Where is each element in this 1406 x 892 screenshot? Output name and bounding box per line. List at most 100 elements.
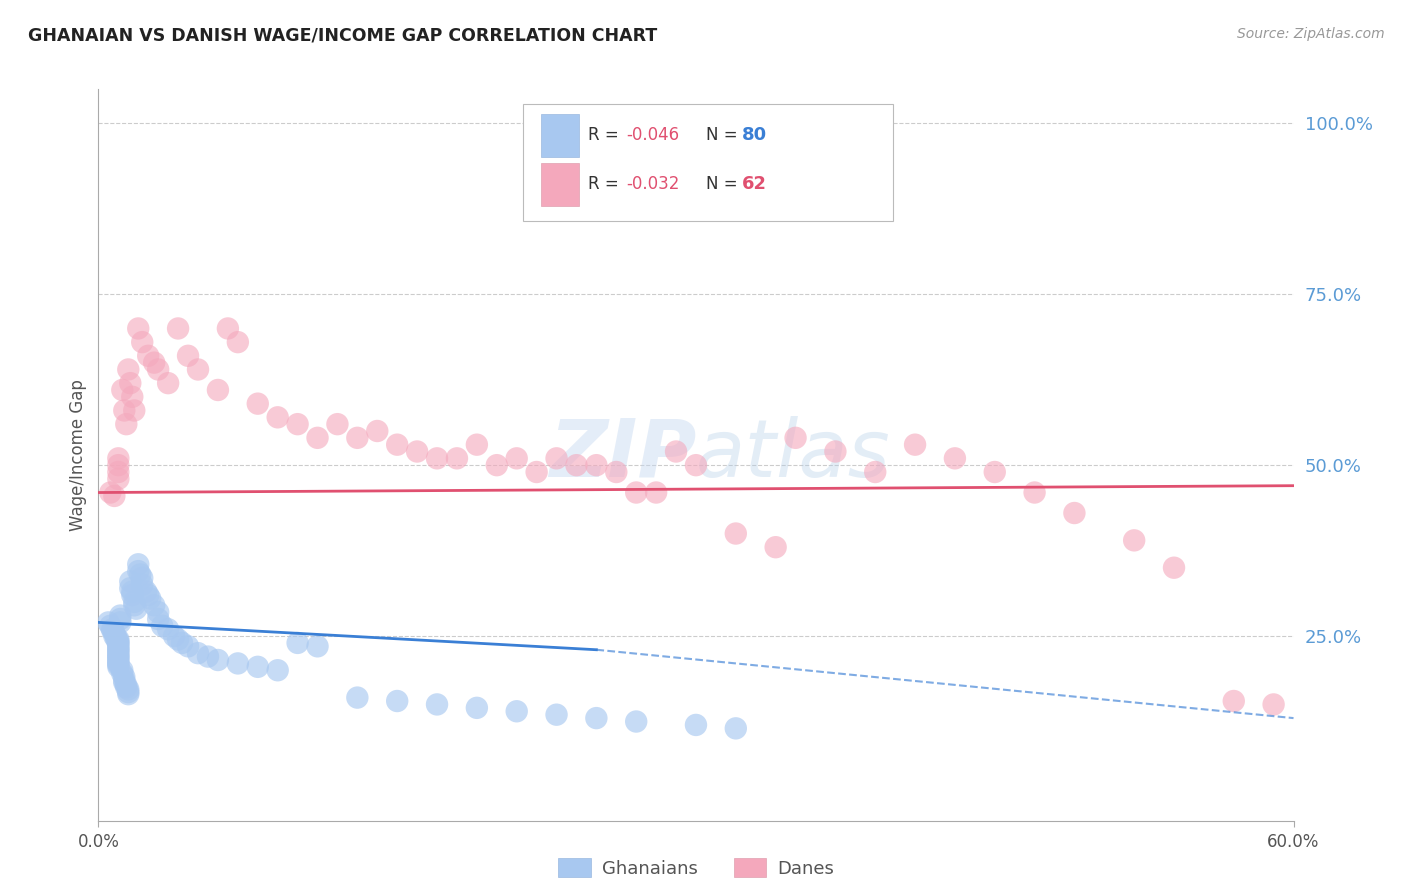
Point (626, 485, 648, 500)
Point (107, 465, 129, 479)
Point (585, 458, 607, 472)
FancyBboxPatch shape (540, 162, 579, 206)
Point (157, 622, 180, 636)
Point (267, 410, 290, 425)
Point (107, 642, 129, 657)
Point (107, 458, 129, 472)
Point (226, 335, 249, 350)
Point (129, 567, 152, 582)
Point (984, 465, 1007, 479)
Point (107, 657, 129, 671)
Point (111, 663, 134, 677)
Point (177, 640, 200, 654)
Point (685, 718, 707, 732)
Point (110, 608, 132, 623)
Point (115, 417, 138, 432)
Point (135, 584, 157, 599)
Point (385, 694, 409, 708)
Point (187, 646, 209, 660)
Point (585, 711, 607, 725)
Point (111, 383, 134, 397)
Point (117, 685, 139, 699)
Point (177, 349, 200, 363)
Text: 80: 80 (741, 127, 766, 145)
Point (1263, 698, 1285, 712)
Point (150, 619, 173, 633)
Point (485, 458, 508, 472)
Point (120, 581, 142, 595)
Text: ZIP: ZIP (548, 416, 696, 494)
Point (1063, 506, 1085, 520)
Point (546, 451, 568, 466)
Point (426, 698, 449, 712)
Point (565, 458, 588, 472)
Point (148, 362, 170, 376)
Point (110, 612, 132, 626)
Point (107, 648, 129, 663)
Point (103, 489, 125, 503)
Point (246, 397, 269, 411)
Point (110, 615, 132, 630)
Point (143, 356, 166, 370)
Point (406, 444, 429, 458)
Point (143, 599, 166, 613)
Text: -0.046: -0.046 (627, 127, 679, 145)
Text: -0.032: -0.032 (627, 176, 681, 194)
Point (226, 657, 249, 671)
Point (112, 670, 135, 684)
Point (125, 601, 148, 615)
Point (207, 653, 229, 667)
Point (117, 687, 139, 701)
Point (127, 564, 149, 578)
Text: atlas: atlas (696, 416, 891, 494)
Point (465, 701, 488, 715)
Point (526, 465, 548, 479)
Point (111, 666, 134, 681)
Legend: Ghanaians, Danes: Ghanaians, Danes (551, 851, 841, 885)
FancyBboxPatch shape (523, 103, 893, 221)
Point (785, 431, 807, 445)
Point (136, 588, 159, 602)
Point (124, 595, 146, 609)
Point (943, 451, 966, 466)
Point (163, 629, 186, 643)
Point (326, 417, 349, 432)
Point (107, 632, 129, 647)
Point (107, 657, 129, 672)
Text: N =: N = (706, 176, 742, 194)
Point (117, 362, 139, 376)
Point (124, 599, 146, 613)
Point (172, 636, 194, 650)
Text: N =: N = (706, 127, 742, 145)
Point (685, 458, 707, 472)
Point (1123, 533, 1146, 548)
Point (724, 722, 747, 736)
Point (124, 403, 146, 417)
Point (1163, 560, 1185, 574)
Point (506, 451, 529, 466)
Point (287, 636, 309, 650)
Point (131, 335, 153, 350)
Point (121, 584, 143, 599)
Point (426, 451, 449, 466)
Point (112, 403, 135, 417)
Point (385, 438, 409, 452)
Point (246, 660, 269, 674)
Point (127, 321, 149, 335)
Point (1222, 694, 1246, 708)
Text: R =: R = (588, 176, 624, 194)
Point (157, 376, 180, 391)
Point (346, 431, 368, 445)
Point (112, 675, 135, 690)
Point (107, 655, 129, 669)
Point (217, 321, 239, 335)
Point (148, 612, 170, 626)
Point (121, 390, 143, 404)
Point (103, 625, 125, 640)
Point (101, 622, 124, 636)
Point (107, 646, 129, 660)
Point (112, 673, 135, 688)
Point (115, 681, 138, 695)
Point (1024, 485, 1046, 500)
Point (97, 615, 120, 630)
